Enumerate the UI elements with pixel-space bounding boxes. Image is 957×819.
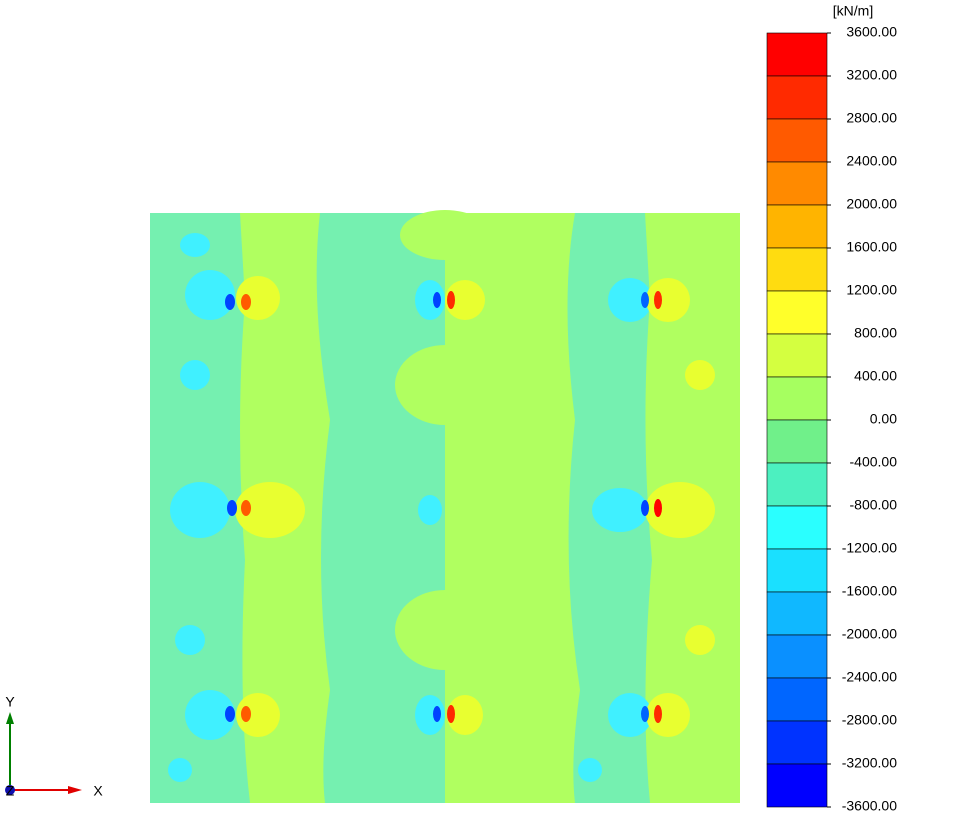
minima	[168, 233, 652, 782]
legend-band	[766, 247, 828, 292]
legend-label: -2400.00	[842, 669, 897, 685]
y-axis-label: Y	[5, 694, 15, 710]
legend-band	[766, 677, 828, 722]
legend-band	[766, 634, 828, 679]
legend-label: 800.00	[854, 325, 897, 341]
legend-label: 2000.00	[846, 196, 897, 212]
legend-label: 1600.00	[846, 239, 897, 255]
legend-label: -1200.00	[842, 540, 897, 556]
legend-band	[766, 376, 828, 421]
legend-label: 0.00	[870, 411, 897, 427]
legend-label: -3200.00	[842, 755, 897, 771]
legend-band	[766, 591, 828, 636]
zone	[395, 590, 495, 670]
contour-plot	[150, 210, 740, 803]
legend-label: 400.00	[854, 368, 897, 384]
zone	[395, 345, 495, 425]
zone	[400, 210, 490, 260]
legend-label: 3600.00	[846, 24, 897, 40]
legend-label: 3200.00	[846, 67, 897, 83]
legend-band	[766, 204, 828, 249]
legend-band	[766, 720, 828, 765]
legend-label: -2000.00	[842, 626, 897, 642]
legend-label: 2800.00	[846, 110, 897, 126]
x-arrow-head	[68, 786, 82, 794]
legend-label: -400.00	[850, 454, 898, 470]
legend-label: -800.00	[850, 497, 898, 513]
legend-band	[766, 333, 828, 378]
legend-band	[766, 118, 828, 163]
legend-label: 2400.00	[846, 153, 897, 169]
legend-band	[766, 505, 828, 550]
legend-label: 1200.00	[846, 282, 897, 298]
legend-band	[766, 763, 828, 808]
axis-triad: Y X Z	[5, 694, 103, 799]
legend-band	[766, 32, 828, 77]
legend-band	[766, 462, 828, 507]
z-axis-label: Z	[6, 783, 15, 799]
legend-label: -2800.00	[842, 712, 897, 728]
legend-unit: [kN/m]	[833, 3, 873, 19]
peaks	[225, 291, 662, 723]
legend-band	[766, 419, 828, 464]
z-axis-dot	[5, 785, 15, 795]
legend-band	[766, 161, 828, 206]
legend-band	[766, 290, 828, 335]
x-axis-label: X	[93, 783, 103, 799]
legend-band	[766, 75, 828, 120]
legend-band	[766, 548, 828, 593]
legend-label: -3600.00	[842, 798, 897, 814]
y-arrow-head	[6, 712, 14, 724]
legend-label: -1600.00	[842, 583, 897, 599]
